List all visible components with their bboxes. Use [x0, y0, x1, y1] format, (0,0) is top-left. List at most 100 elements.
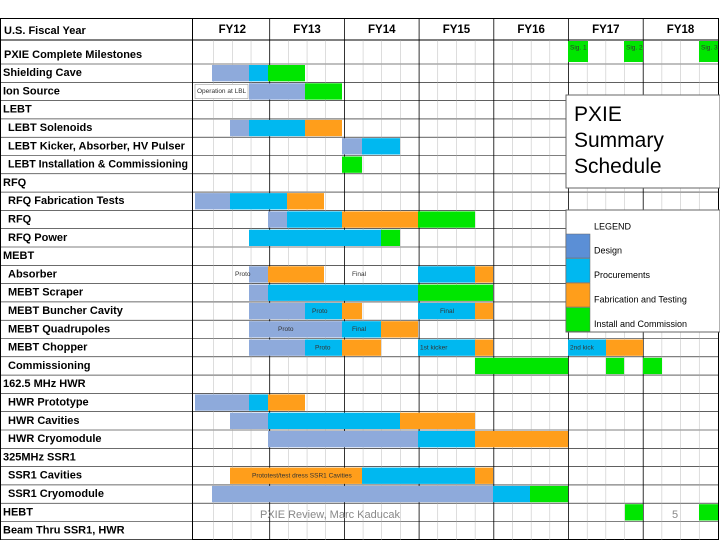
task-bar [268, 65, 305, 82]
bar-annotation: Proto [312, 308, 328, 315]
task-bar [342, 156, 362, 173]
row-label: LEBT Kicker, Absorber, HV Pulser [8, 140, 186, 152]
year-label: FY17 [592, 24, 620, 36]
bar-annotation: Operation at LBL [197, 88, 247, 95]
row-label: Absorber [8, 268, 58, 280]
label-bg [1, 101, 192, 119]
bar-annotation: Proto [315, 344, 331, 351]
row-label: MEBT Buncher Cavity [8, 305, 124, 317]
row-label: RFQ Power [8, 232, 68, 244]
task-bar [249, 229, 381, 246]
label-bg [1, 430, 192, 448]
task-bar [418, 302, 475, 320]
task-bar [342, 302, 362, 320]
task-bar [625, 504, 643, 521]
task-bar [268, 394, 305, 411]
row-label: SSR1 Cavities [8, 470, 82, 482]
label-bg [1, 320, 192, 338]
milestone-text: Sig. 2 [626, 45, 643, 52]
milestone [568, 41, 588, 62]
task-bar [418, 211, 475, 228]
task-bar [381, 321, 418, 338]
row-label: RFQ [8, 213, 32, 225]
year-label: FY13 [293, 24, 321, 36]
row-label: HWR Cryomodule [8, 433, 102, 445]
label-bg [1, 82, 192, 101]
task-bar [305, 302, 342, 320]
task-bar [418, 284, 493, 301]
label-bg [1, 192, 192, 210]
row-label: Shielding Cave [3, 67, 82, 79]
legend-swatch [565, 258, 591, 283]
task-bar [475, 302, 493, 320]
task-bar [418, 339, 475, 356]
bar-annotation: Final [352, 326, 367, 333]
legend-title: LEGEND [594, 221, 632, 231]
summary-word: PXIE [574, 103, 622, 126]
task-bar [268, 412, 400, 429]
milestone-text: Sig. 1 [570, 45, 587, 52]
task-bar [699, 504, 718, 521]
row-label: MEBT Chopper [8, 342, 88, 354]
task-bar [342, 211, 418, 228]
task-bar [249, 284, 268, 301]
row-label: LEBT Solenoids [8, 122, 92, 134]
page-number: 5 [672, 509, 678, 521]
row-label: LEBT [3, 104, 32, 116]
task-bar [230, 467, 362, 484]
milestone [699, 41, 718, 62]
label-bg [1, 174, 192, 192]
task-bar [249, 302, 305, 320]
row-label: MEBT [3, 250, 34, 262]
task-bar [249, 65, 268, 82]
bar-annotation: Final [440, 308, 455, 315]
task-bar [606, 357, 624, 375]
task-bar [381, 229, 400, 246]
row-label: Commissioning [8, 360, 91, 372]
milestone-text: Sig. 3 [701, 45, 718, 52]
task-bar [362, 138, 400, 155]
label-bg [1, 393, 192, 412]
label-bg [1, 357, 192, 375]
legend-label: Design [594, 245, 622, 255]
task-bar [568, 339, 606, 356]
task-bar [212, 65, 249, 82]
year-label: FY15 [443, 24, 471, 36]
label-bg [1, 265, 192, 284]
legend-swatch [565, 282, 591, 308]
row-label: HWR Cavities [8, 415, 80, 427]
summary-title: PXIE Summary Schedule [574, 103, 664, 178]
task-bar [249, 339, 305, 356]
row-label: RFQ [3, 177, 27, 189]
task-bar [475, 339, 493, 356]
task-bar [195, 394, 249, 411]
legend-swatch [565, 233, 591, 259]
row-label: Ion Source [3, 85, 60, 97]
row-label: SSR1 Cryomodule [8, 488, 104, 500]
legend-swatch [565, 307, 591, 332]
label-bg [1, 412, 192, 430]
task-bar [230, 193, 287, 210]
task-bar [268, 83, 305, 100]
summary-word: Schedule [574, 155, 662, 178]
task-bar [475, 266, 493, 283]
task-bar [249, 119, 305, 137]
task-bar [305, 83, 342, 100]
row-label: HEBT [3, 506, 33, 518]
task-bar [287, 211, 342, 228]
bar-annotation: Prototest/test dress SSR1 Cavities [252, 472, 352, 479]
row-label: MEBT Quadrupoles [8, 323, 110, 335]
milestone [624, 41, 643, 62]
task-bar [268, 211, 287, 228]
task-bar [268, 266, 287, 283]
label-bg [1, 302, 192, 320]
task-bar [249, 321, 268, 338]
legend-label: Fabrication and Testing [594, 294, 687, 304]
task-bar [212, 485, 493, 503]
task-bar [249, 83, 268, 100]
task-bar [249, 266, 268, 283]
task-bar [287, 266, 324, 283]
label-bg [1, 156, 192, 174]
task-bar [305, 339, 342, 356]
